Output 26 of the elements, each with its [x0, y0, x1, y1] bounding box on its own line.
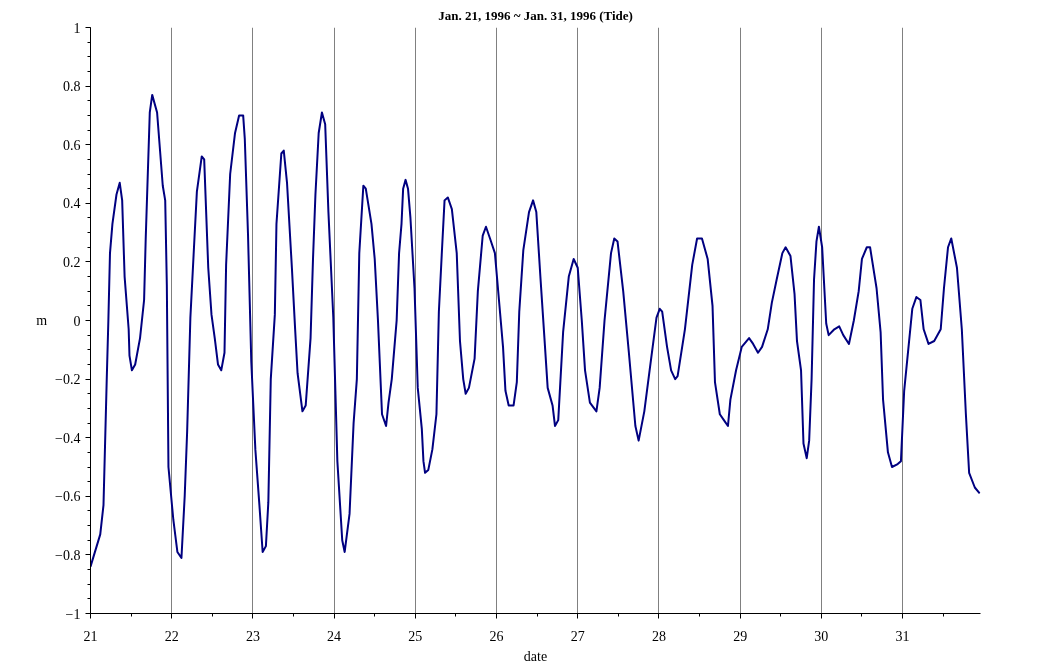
- y-tick-label: −1: [65, 606, 81, 622]
- x-tick-label: 22: [164, 628, 179, 644]
- y-tick-label: 0.8: [63, 79, 81, 95]
- y-tick-label: 0.2: [63, 254, 81, 270]
- y-tick-label: −0.6: [55, 489, 81, 505]
- x-tick-label: 31: [895, 628, 910, 644]
- x-tick-label: 28: [651, 628, 666, 644]
- x-tick-label: 24: [327, 628, 342, 644]
- y-tick-label: 1: [73, 20, 81, 36]
- x-tick-label: 27: [570, 628, 585, 644]
- x-tick-label: 23: [245, 628, 260, 644]
- y-tick-label: 0: [73, 313, 81, 329]
- y-tick-label: −0.8: [55, 547, 81, 563]
- y-tick-label: 0.4: [63, 196, 81, 212]
- chart-title: Jan. 21, 1996 ~ Jan. 31, 1996 (Tide): [438, 7, 633, 23]
- y-tick-label: −0.4: [55, 430, 81, 446]
- y-tick-label: 0.6: [63, 137, 81, 153]
- line-series: [90, 93, 981, 568]
- x-tick-label: 30: [814, 628, 829, 644]
- x-axis-title: date: [523, 648, 548, 664]
- x-tick-label: 21: [83, 628, 98, 644]
- y-axis-title: m: [36, 313, 48, 328]
- x-tick-label: 29: [733, 628, 748, 644]
- x-tick-label: 26: [489, 628, 504, 644]
- y-tick-label: −0.2: [55, 372, 81, 388]
- x-tick-label: 25: [408, 628, 423, 644]
